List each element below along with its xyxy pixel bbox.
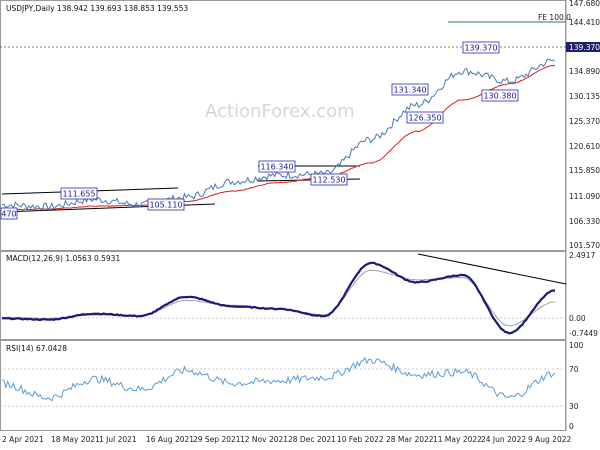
- price-tick: 144.410: [569, 18, 600, 27]
- x-tick: 29 Sep 2021: [193, 435, 241, 444]
- price-label: 470: [0, 207, 18, 220]
- price-label-text: 131.340: [393, 86, 426, 95]
- current-price-tag: [566, 42, 600, 52]
- macd-header: MACD(12,26,9) 1.0563 0.5931: [6, 254, 120, 263]
- price-label-text: 112.530: [312, 176, 345, 185]
- x-tick: 12 Nov 2021: [240, 435, 288, 444]
- price-label-text: 105.110: [149, 201, 182, 210]
- price-label-text: 139.370: [464, 44, 497, 53]
- price-label: 130.380: [481, 89, 519, 102]
- price-label: 116.340: [258, 160, 296, 173]
- macd-signal-line: [1, 269, 556, 327]
- price-tick: 115.850: [569, 166, 600, 175]
- rsi-tick: 0: [569, 422, 574, 431]
- x-tick: 24 Jun 2022: [481, 435, 526, 444]
- price-label-text: 116.340: [260, 163, 293, 172]
- watermark: ActionForex.com: [205, 101, 355, 122]
- price-label: 126.350: [406, 111, 444, 124]
- rsi-tick: 70: [569, 365, 579, 374]
- price-tick: 101.570: [569, 241, 600, 250]
- price-tick: 134.890: [569, 67, 600, 76]
- price-tick: 120.610: [569, 142, 600, 151]
- x-tick: 1 Jul 2021: [99, 435, 137, 444]
- macd-tick: 0.00: [569, 314, 586, 323]
- price-label: 131.340: [391, 83, 429, 96]
- price-tick: 106.330: [569, 217, 600, 226]
- price-panel-frame: [0, 0, 566, 251]
- x-tick: 10 Feb 2022: [337, 435, 384, 444]
- rsi-panel-frame: [0, 340, 566, 431]
- price-line: [1, 58, 556, 211]
- x-tick: 16 Aug 2021: [146, 435, 194, 444]
- price-tick: 111.090: [569, 192, 600, 201]
- price-label-text: 126.350: [408, 114, 441, 123]
- x-tick: 18 May 2021: [51, 435, 100, 444]
- moving-average-line: [1, 64, 556, 211]
- x-tick: 28 Mar 2022: [386, 435, 434, 444]
- price-label: 105.110: [147, 198, 185, 211]
- x-axis: 2 Apr 2021 18 May 2021 1 Jul 2021 16 Aug…: [2, 435, 571, 444]
- rsi-axis: 100 70 30 0: [569, 341, 584, 431]
- price-tick: 130.135: [569, 92, 600, 101]
- price-tick: 125.370: [569, 117, 600, 126]
- rsi-line: [1, 356, 556, 402]
- rsi-tick: 100: [569, 341, 584, 350]
- rsi-header: RSI(14) 67.0428: [6, 344, 67, 353]
- macd-line: [1, 261, 556, 335]
- price-label: 112.530: [310, 173, 348, 186]
- price-axis: 147.680 144.410 139.370 134.890 130.135 …: [566, 0, 600, 250]
- fe-label: FE 100.0: [538, 13, 571, 22]
- price-label-text: 470: [1, 210, 16, 219]
- price-tick: 147.680: [569, 0, 600, 8]
- current-price-text: 139.370: [569, 43, 600, 52]
- x-tick: 2 Apr 2021: [2, 435, 44, 444]
- price-label-text: 130.380: [483, 92, 516, 101]
- rsi-tick: 30: [569, 402, 579, 411]
- price-label: 139.370: [462, 41, 500, 54]
- macd-tick: -0.7449: [569, 329, 598, 338]
- x-tick: 9 Aug 2022: [528, 435, 571, 444]
- macd-tick: 2.4917: [569, 251, 595, 260]
- x-tick: 28 Dec 2021: [288, 435, 336, 444]
- price-header: USDJPY,Daily 138.942 139.693 138.853 139…: [6, 4, 188, 13]
- price-label: 111.655: [60, 187, 98, 200]
- price-label-text: 111.655: [62, 190, 95, 199]
- macd-axis: 2.4917 0.00 -0.7449: [569, 251, 598, 338]
- price-labels: 111.655 470 105.110 116.340 112.530 131.…: [0, 41, 519, 220]
- macd-trend-line: [417, 253, 567, 285]
- x-tick: 11 May 2022: [433, 435, 482, 444]
